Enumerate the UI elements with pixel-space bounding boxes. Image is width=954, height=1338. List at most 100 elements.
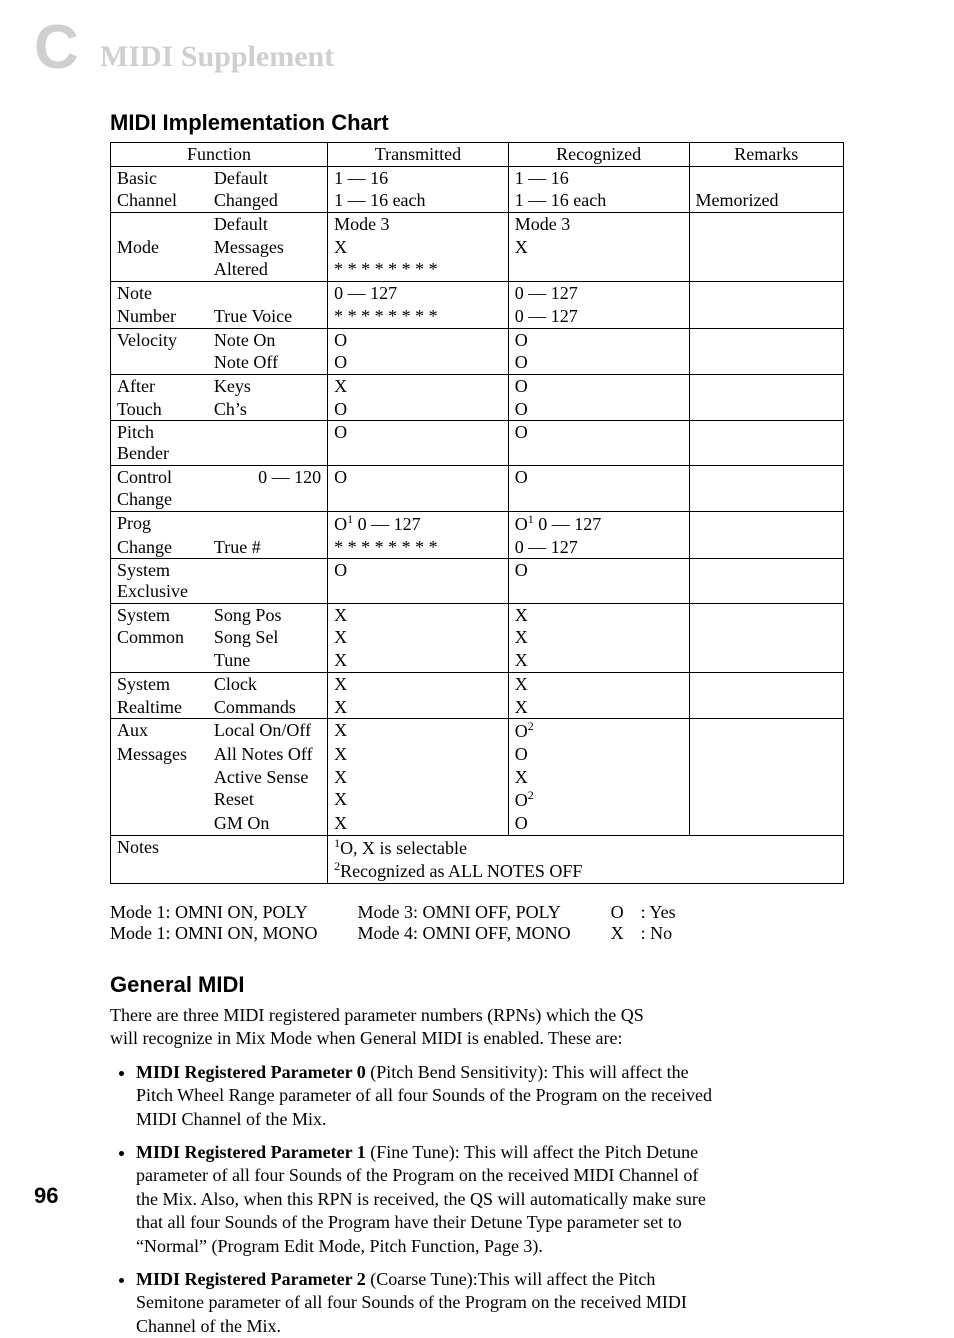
table-cell: Mode 3 bbox=[328, 213, 509, 236]
table-cell: System bbox=[111, 672, 208, 695]
rpn-item: MIDI Registered Parameter 0 (Pitch Bend … bbox=[136, 1061, 716, 1131]
table-cell: X bbox=[328, 696, 509, 719]
table-cell bbox=[689, 328, 844, 351]
table-cell: 0 — 127 bbox=[508, 536, 689, 559]
table-cell: Velocity bbox=[111, 328, 208, 351]
table-cell bbox=[111, 649, 208, 672]
table-cell: Aux bbox=[111, 719, 208, 743]
table-cell: Song Sel bbox=[208, 626, 328, 649]
chapter-letter: C bbox=[34, 12, 77, 83]
table-cell: X bbox=[328, 603, 509, 626]
table-cell bbox=[689, 788, 844, 812]
table-cell: Local On/Off bbox=[208, 719, 328, 743]
page-content: MIDI Implementation Chart FunctionTransm… bbox=[110, 110, 844, 1338]
table-note: 1O, X is selectable bbox=[328, 835, 844, 859]
legend-mode1-poly: Mode 1: OMNI ON, POLY bbox=[110, 902, 318, 923]
table-cell: Realtime bbox=[111, 696, 208, 719]
legend-mode3-poly: Mode 3: OMNI OFF, POLY bbox=[358, 902, 571, 923]
page-number: 96 bbox=[34, 1183, 58, 1209]
legend-yes-label: : Yes bbox=[641, 902, 676, 923]
table-cell: Default bbox=[208, 213, 328, 236]
legend-yes-symbol: O bbox=[611, 902, 641, 923]
table-cell: All Notes Off bbox=[208, 743, 328, 766]
table-cell: X bbox=[508, 236, 689, 259]
table-note: 2Recognized as ALL NOTES OFF bbox=[328, 859, 844, 883]
rpn-item: MIDI Registered Parameter 2 (Coarse Tune… bbox=[136, 1268, 716, 1338]
rpn-item: MIDI Registered Parameter 1 (Fine Tune):… bbox=[136, 1141, 716, 1258]
table-cell: * * * * * * * * bbox=[328, 305, 509, 328]
mode-legend: Mode 1: OMNI ON, POLY Mode 1: OMNI ON, M… bbox=[110, 902, 844, 944]
section-title-midi-chart: MIDI Implementation Chart bbox=[110, 110, 844, 136]
table-cell bbox=[208, 512, 328, 536]
table-cell: O bbox=[508, 559, 689, 603]
table-cell: Keys bbox=[208, 374, 328, 397]
table-cell: X bbox=[328, 812, 509, 835]
table-cell: 0 — 127 bbox=[508, 305, 689, 328]
table-cell bbox=[689, 812, 844, 835]
table-cell: Altered bbox=[208, 258, 328, 281]
table-cell bbox=[208, 559, 328, 603]
table-cell bbox=[111, 258, 208, 281]
table-cell: 0 — 127 bbox=[328, 282, 509, 305]
table-cell: O bbox=[328, 398, 509, 421]
table-cell: Control bbox=[111, 465, 208, 488]
table-cell bbox=[689, 258, 844, 281]
table-cell bbox=[508, 258, 689, 281]
table-cell bbox=[111, 859, 208, 883]
table-cell: Active Sense bbox=[208, 766, 328, 789]
rpn-item-title: MIDI Registered Parameter 0 bbox=[136, 1062, 366, 1082]
rpn-list: MIDI Registered Parameter 0 (Pitch Bend … bbox=[110, 1061, 716, 1338]
table-cell: X bbox=[328, 626, 509, 649]
table-cell: Changed bbox=[208, 189, 328, 212]
midi-implementation-table: FunctionTransmittedRecognizedRemarksBasi… bbox=[110, 142, 844, 884]
table-cell: Note Off bbox=[208, 351, 328, 374]
legend-no-symbol: X bbox=[611, 923, 641, 944]
table-cell bbox=[689, 649, 844, 672]
table-cell bbox=[689, 512, 844, 536]
table-cell bbox=[689, 672, 844, 695]
table-cell: Mode bbox=[111, 236, 208, 259]
col-recognized: Recognized bbox=[508, 143, 689, 167]
table-cell: GM On bbox=[208, 812, 328, 835]
table-cell bbox=[689, 766, 844, 789]
table-cell: X bbox=[508, 696, 689, 719]
table-cell: Commands bbox=[208, 696, 328, 719]
table-cell bbox=[111, 766, 208, 789]
table-cell: Basic bbox=[111, 166, 208, 189]
table-cell bbox=[111, 788, 208, 812]
table-cell: O2 bbox=[508, 788, 689, 812]
table-cell: X bbox=[508, 649, 689, 672]
table-cell bbox=[208, 859, 328, 883]
table-cell: Default bbox=[208, 166, 328, 189]
table-cell bbox=[689, 603, 844, 626]
section-title-general-midi: General MIDI bbox=[110, 972, 844, 998]
table-cell: O1 0 — 127 bbox=[508, 512, 689, 536]
table-cell bbox=[689, 421, 844, 465]
table-cell: Prog bbox=[111, 512, 208, 536]
rpn-item-title: MIDI Registered Parameter 1 bbox=[136, 1142, 366, 1162]
table-cell bbox=[689, 719, 844, 743]
table-cell bbox=[689, 465, 844, 488]
table-cell: O bbox=[508, 421, 689, 465]
table-cell bbox=[208, 835, 328, 859]
table-cell: Ch’s bbox=[208, 398, 328, 421]
table-cell: Change bbox=[111, 536, 208, 559]
table-cell: * * * * * * * * bbox=[328, 536, 509, 559]
table-cell bbox=[689, 696, 844, 719]
table-cell bbox=[689, 166, 844, 189]
table-cell: O1 0 — 127 bbox=[328, 512, 509, 536]
legend-mode1-mono: Mode 1: OMNI ON, MONO bbox=[110, 923, 318, 944]
table-cell: Touch bbox=[111, 398, 208, 421]
table-cell: Pitch Bender bbox=[111, 421, 208, 465]
table-cell: O bbox=[328, 421, 509, 465]
table-cell: True # bbox=[208, 536, 328, 559]
table-cell bbox=[689, 536, 844, 559]
table-cell: Song Pos bbox=[208, 603, 328, 626]
table-cell: Change bbox=[111, 488, 208, 511]
table-cell: X bbox=[328, 719, 509, 743]
table-cell: 1 — 16 each bbox=[328, 189, 509, 212]
table-cell bbox=[689, 398, 844, 421]
table-cell: Number bbox=[111, 305, 208, 328]
table-cell: 1 — 16 each bbox=[508, 189, 689, 212]
table-cell: 0 — 120 bbox=[208, 465, 328, 488]
